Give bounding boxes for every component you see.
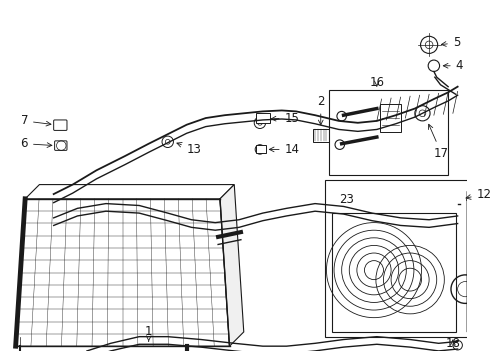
Text: 15: 15 bbox=[271, 112, 299, 125]
Text: 14: 14 bbox=[270, 143, 300, 156]
Text: 1: 1 bbox=[145, 325, 152, 341]
Bar bbox=[256, 113, 270, 123]
Text: 23: 23 bbox=[339, 193, 354, 206]
Circle shape bbox=[254, 117, 266, 129]
Text: 18: 18 bbox=[445, 337, 460, 350]
Polygon shape bbox=[220, 185, 244, 346]
Text: 2: 2 bbox=[317, 95, 324, 125]
Text: 16: 16 bbox=[369, 76, 384, 89]
Text: 13: 13 bbox=[177, 143, 201, 156]
Text: 19: 19 bbox=[0, 359, 1, 360]
Polygon shape bbox=[25, 185, 234, 199]
Text: 5: 5 bbox=[441, 36, 460, 49]
Bar bbox=[329, 90, 448, 175]
Polygon shape bbox=[16, 199, 229, 346]
Text: 21: 21 bbox=[0, 359, 1, 360]
Text: 12: 12 bbox=[466, 188, 490, 201]
Text: 3: 3 bbox=[0, 359, 1, 360]
Text: 4: 4 bbox=[443, 59, 463, 72]
Bar bbox=[332, 213, 456, 332]
Text: 20: 20 bbox=[0, 359, 1, 360]
Bar bbox=[256, 145, 266, 153]
Text: 9: 9 bbox=[0, 359, 1, 360]
Text: 17: 17 bbox=[428, 124, 449, 160]
Text: 11: 11 bbox=[0, 359, 1, 360]
Text: 10: 10 bbox=[0, 359, 1, 360]
FancyBboxPatch shape bbox=[54, 141, 67, 150]
Bar bbox=[324, 180, 490, 337]
Text: 8: 8 bbox=[0, 359, 1, 360]
Text: 6: 6 bbox=[21, 137, 52, 150]
Bar bbox=[380, 104, 401, 132]
Text: 7: 7 bbox=[21, 114, 51, 127]
FancyBboxPatch shape bbox=[54, 120, 67, 130]
Circle shape bbox=[453, 341, 463, 350]
Text: 22: 22 bbox=[0, 359, 1, 360]
Circle shape bbox=[255, 145, 265, 154]
Bar bbox=[313, 129, 330, 142]
